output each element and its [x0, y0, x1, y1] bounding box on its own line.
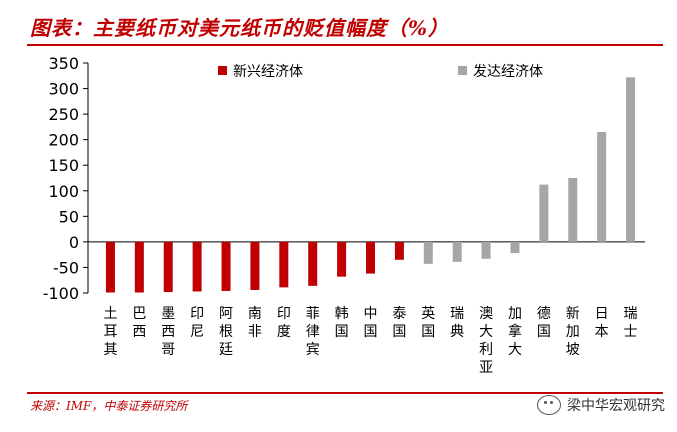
bar-中国	[366, 241, 375, 274]
x-label-菲律宾: 菲律宾	[306, 306, 320, 358]
x-label-新加坡: 新加坡	[566, 306, 580, 358]
footer-rule	[27, 392, 663, 394]
wechat-icon	[537, 395, 561, 415]
x-label-英国: 英国	[421, 305, 435, 340]
legend-swatch-1	[218, 66, 227, 75]
y-tick-label: 150	[48, 156, 79, 175]
bar-墨西哥	[163, 241, 173, 292]
y-tick-label: -50	[53, 258, 79, 277]
bar-土耳其	[105, 241, 115, 293]
bar-德国	[539, 184, 549, 242]
bar-泰国	[394, 241, 404, 260]
bar-瑞典	[452, 241, 462, 262]
x-label-印度: 印度	[277, 306, 291, 340]
legend-swatch-2	[458, 66, 467, 75]
bar-韩国	[337, 241, 347, 277]
bar-印尼	[192, 241, 202, 292]
title-rule	[27, 44, 663, 46]
x-label-韩国: 韩国	[335, 306, 349, 340]
x-label-加拿大: 加拿大	[508, 306, 522, 358]
source-note: 来源：IMF，中泰证券研究所	[30, 399, 188, 413]
y-tick-label: 250	[48, 105, 79, 124]
y-tick-label: 100	[48, 182, 79, 201]
x-label-日本: 日本	[595, 306, 609, 340]
bar-菲律宾	[308, 241, 318, 286]
x-label-阿根廷: 阿根廷	[219, 306, 233, 358]
x-label-澳大利亚: 澳大利亚	[479, 306, 493, 376]
y-tick-label: 300	[48, 80, 79, 99]
legend-label-2: 发达经济体	[473, 64, 543, 80]
x-label-中国: 中国	[364, 306, 378, 340]
bar-chart: 350 300 250 200 150 100 50 0 -50 -100 土耳其 巴西 墨西哥 印尼阿…	[43, 54, 645, 376]
watermark: 梁中华宏观研究	[537, 395, 665, 415]
y-tick-label: -100	[43, 284, 79, 303]
bar-南非	[250, 241, 260, 290]
bar-印度	[279, 241, 289, 288]
x-label-瑞士: 瑞士	[624, 306, 638, 340]
y-tick-label: 350	[48, 54, 79, 73]
x-label-南非: 南非	[248, 306, 262, 340]
x-label-瑞典: 瑞典	[450, 306, 464, 340]
bar-瑞士	[626, 77, 636, 242]
x-label-印尼: 印尼	[190, 306, 204, 340]
y-tick-label: 50	[59, 207, 79, 226]
bar-巴西	[134, 241, 144, 293]
bar-加拿大	[510, 241, 520, 254]
bar-新加坡	[568, 178, 578, 242]
chart-legend: 新兴经济体 发达经济体	[218, 64, 543, 80]
legend-label-1: 新兴经济体	[233, 64, 303, 80]
bar-英国	[423, 241, 433, 264]
x-label-泰国: 泰国	[392, 306, 406, 340]
x-label-巴西: 巴西	[132, 306, 146, 340]
watermark-text: 梁中华宏观研究	[567, 398, 665, 414]
x-label-墨西哥: 墨西哥	[161, 306, 175, 358]
y-tick-label: 0	[69, 233, 79, 252]
chart-bars	[105, 77, 636, 293]
bar-日本	[597, 132, 607, 242]
y-tick-label: 200	[48, 131, 79, 150]
bar-澳大利亚	[481, 241, 491, 259]
bar-阿根廷	[221, 241, 231, 291]
x-label-德国: 德国	[537, 306, 551, 340]
x-label-土耳其: 土耳其	[103, 306, 117, 358]
chart-title: 图表：主要纸币对美元纸币的贬值幅度（%）	[30, 16, 450, 40]
